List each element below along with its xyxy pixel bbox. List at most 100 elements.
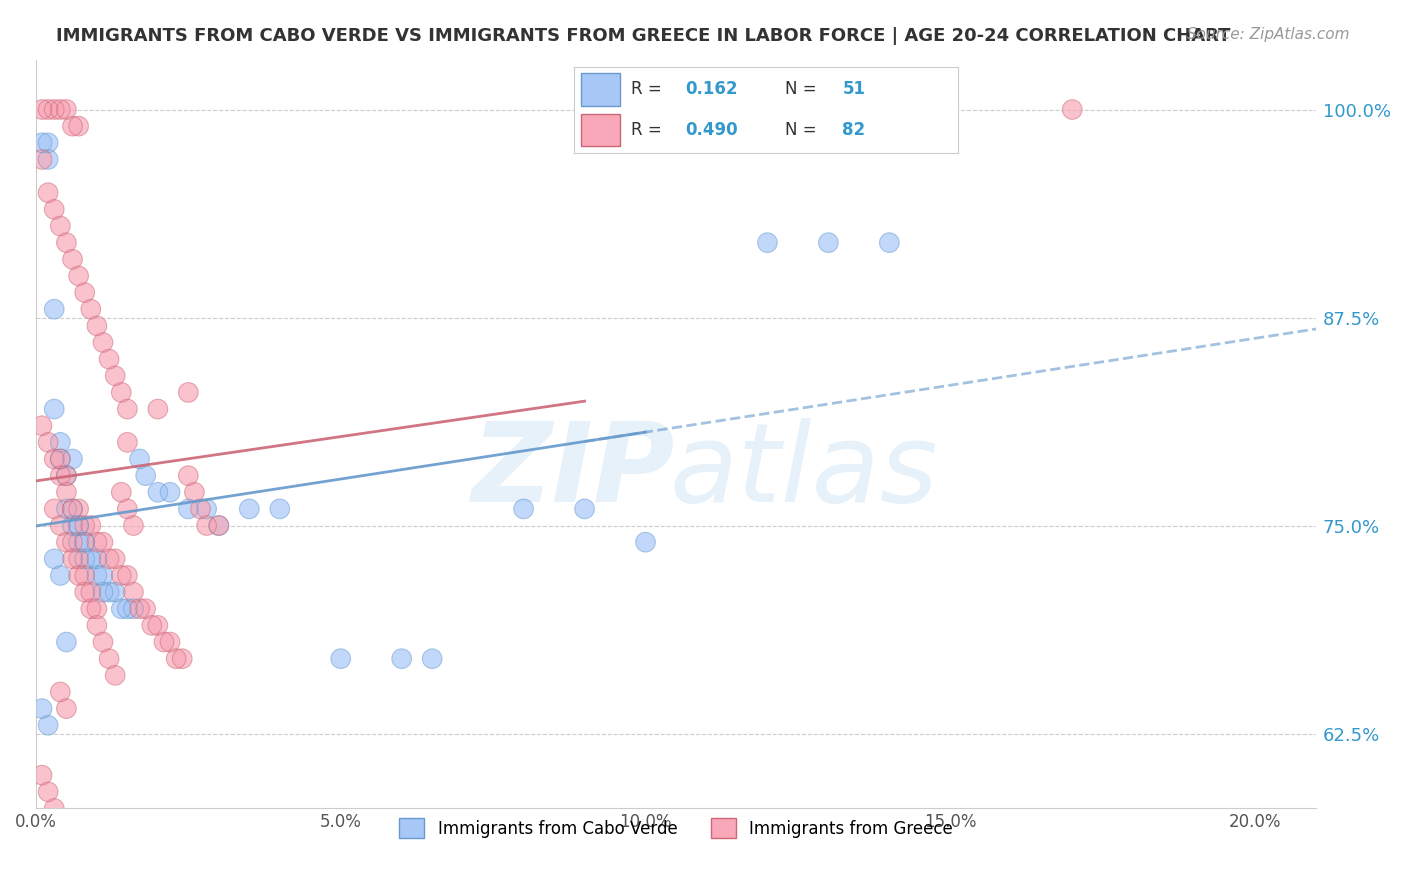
Point xyxy=(31,153,53,167)
Point xyxy=(67,568,90,582)
Point xyxy=(512,502,534,516)
Point xyxy=(49,568,72,582)
Point xyxy=(37,103,59,117)
Point xyxy=(49,435,72,450)
Point xyxy=(756,235,779,250)
Point xyxy=(110,485,132,500)
Point xyxy=(177,468,200,483)
Point xyxy=(73,535,96,549)
Point xyxy=(574,502,596,516)
Point xyxy=(165,651,187,665)
Point xyxy=(110,568,132,582)
Point xyxy=(62,452,84,467)
Point xyxy=(37,435,59,450)
Point xyxy=(31,136,53,150)
Point xyxy=(117,502,139,516)
Legend: Immigrants from Cabo Verde, Immigrants from Greece: Immigrants from Cabo Verde, Immigrants f… xyxy=(392,812,959,845)
Point xyxy=(44,452,66,467)
Point xyxy=(44,202,66,217)
Point xyxy=(98,551,121,566)
Point xyxy=(49,568,72,582)
Point xyxy=(86,551,108,566)
Point xyxy=(67,502,90,516)
Point xyxy=(31,136,53,150)
Point xyxy=(44,801,66,815)
Point xyxy=(67,551,90,566)
Point xyxy=(49,452,72,467)
Point xyxy=(80,518,103,533)
Point xyxy=(420,651,443,665)
Point xyxy=(55,502,77,516)
Point xyxy=(73,518,96,533)
Point xyxy=(73,518,96,533)
Point xyxy=(146,485,169,500)
Point xyxy=(31,103,53,117)
Point xyxy=(55,468,77,483)
Point xyxy=(62,535,84,549)
Point xyxy=(37,103,59,117)
Point xyxy=(104,368,127,383)
Point xyxy=(110,385,132,400)
Point xyxy=(159,485,181,500)
Point xyxy=(55,502,77,516)
Point xyxy=(128,601,150,615)
Point xyxy=(44,801,66,815)
Text: atlas: atlas xyxy=(669,418,938,525)
Point xyxy=(128,601,150,615)
Point xyxy=(73,551,96,566)
Point xyxy=(80,518,103,533)
Point xyxy=(62,252,84,267)
Point xyxy=(55,485,77,500)
Point xyxy=(37,785,59,799)
Point xyxy=(67,119,90,133)
Point xyxy=(110,485,132,500)
Point xyxy=(177,385,200,400)
Point xyxy=(73,568,96,582)
Point xyxy=(128,452,150,467)
Point xyxy=(177,468,200,483)
Point xyxy=(91,535,114,549)
Point xyxy=(31,418,53,433)
Point xyxy=(238,502,260,516)
Point xyxy=(86,618,108,632)
Point xyxy=(86,601,108,615)
Point xyxy=(269,502,291,516)
Point xyxy=(55,103,77,117)
Point xyxy=(172,651,194,665)
Point xyxy=(208,518,231,533)
Point xyxy=(37,718,59,732)
Point xyxy=(195,502,218,516)
Point xyxy=(98,651,121,665)
Point xyxy=(55,468,77,483)
Point xyxy=(91,568,114,582)
Point xyxy=(55,701,77,715)
Point xyxy=(37,785,59,799)
Point xyxy=(159,485,181,500)
Point xyxy=(98,551,121,566)
Point xyxy=(122,601,145,615)
Point xyxy=(86,318,108,333)
Point xyxy=(62,119,84,133)
Point xyxy=(49,103,72,117)
Point xyxy=(117,402,139,417)
Point xyxy=(44,551,66,566)
Point xyxy=(117,601,139,615)
Point xyxy=(208,518,231,533)
Point xyxy=(80,302,103,317)
Point xyxy=(98,352,121,367)
Point xyxy=(91,635,114,649)
Point xyxy=(195,518,218,533)
Point xyxy=(49,468,72,483)
Point xyxy=(146,618,169,632)
Point xyxy=(62,518,84,533)
Point xyxy=(31,103,53,117)
Point xyxy=(91,585,114,599)
Point xyxy=(183,485,205,500)
Point xyxy=(37,153,59,167)
Point xyxy=(80,585,103,599)
Point xyxy=(44,502,66,516)
Point xyxy=(86,318,108,333)
Point xyxy=(73,535,96,549)
Point xyxy=(86,535,108,549)
Point xyxy=(67,535,90,549)
